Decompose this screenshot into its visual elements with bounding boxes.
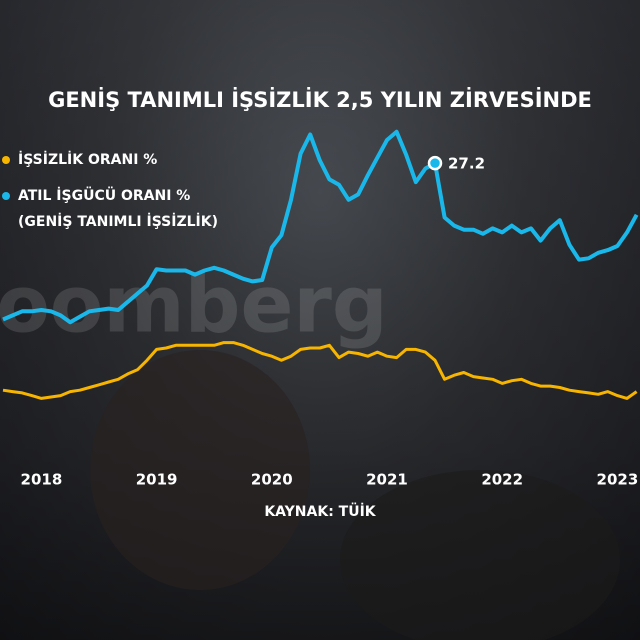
- highlight-point: [427, 155, 443, 171]
- x-tick-label: 2022: [481, 471, 523, 489]
- legend-label: İŞSİZLİK ORANI %: [18, 152, 158, 168]
- x-tick-label: 2023: [597, 471, 639, 489]
- source: KAYNAK: TÜİK: [264, 502, 376, 520]
- x-tick-label: 2019: [136, 471, 178, 489]
- series-line: [2, 341, 638, 400]
- legend-swatch: [2, 192, 10, 200]
- background-figure: [90, 350, 310, 590]
- x-tick-label: 2020: [251, 471, 293, 489]
- legend-label: ATIL İŞGÜCÜ ORANI % (GENİŞ TANIMLI İŞSİZ…: [18, 188, 218, 230]
- x-tick-label: 2018: [21, 471, 63, 489]
- legend-item: ATIL İŞGÜCÜ ORANI % (GENİŞ TANIMLI İŞSİZ…: [0, 183, 218, 235]
- legend-item: İŞSİZLİK ORANI %: [0, 147, 157, 173]
- data-label: 27.2: [448, 155, 485, 173]
- background-figure: [340, 470, 620, 640]
- legend-swatch: [2, 156, 10, 164]
- chart-title: GENİŞ TANIMLI İŞSİZLİK 2,5 YILIN ZİRVESİ…: [48, 87, 592, 112]
- x-tick-label: 2021: [366, 471, 408, 489]
- series-line: [2, 129, 639, 325]
